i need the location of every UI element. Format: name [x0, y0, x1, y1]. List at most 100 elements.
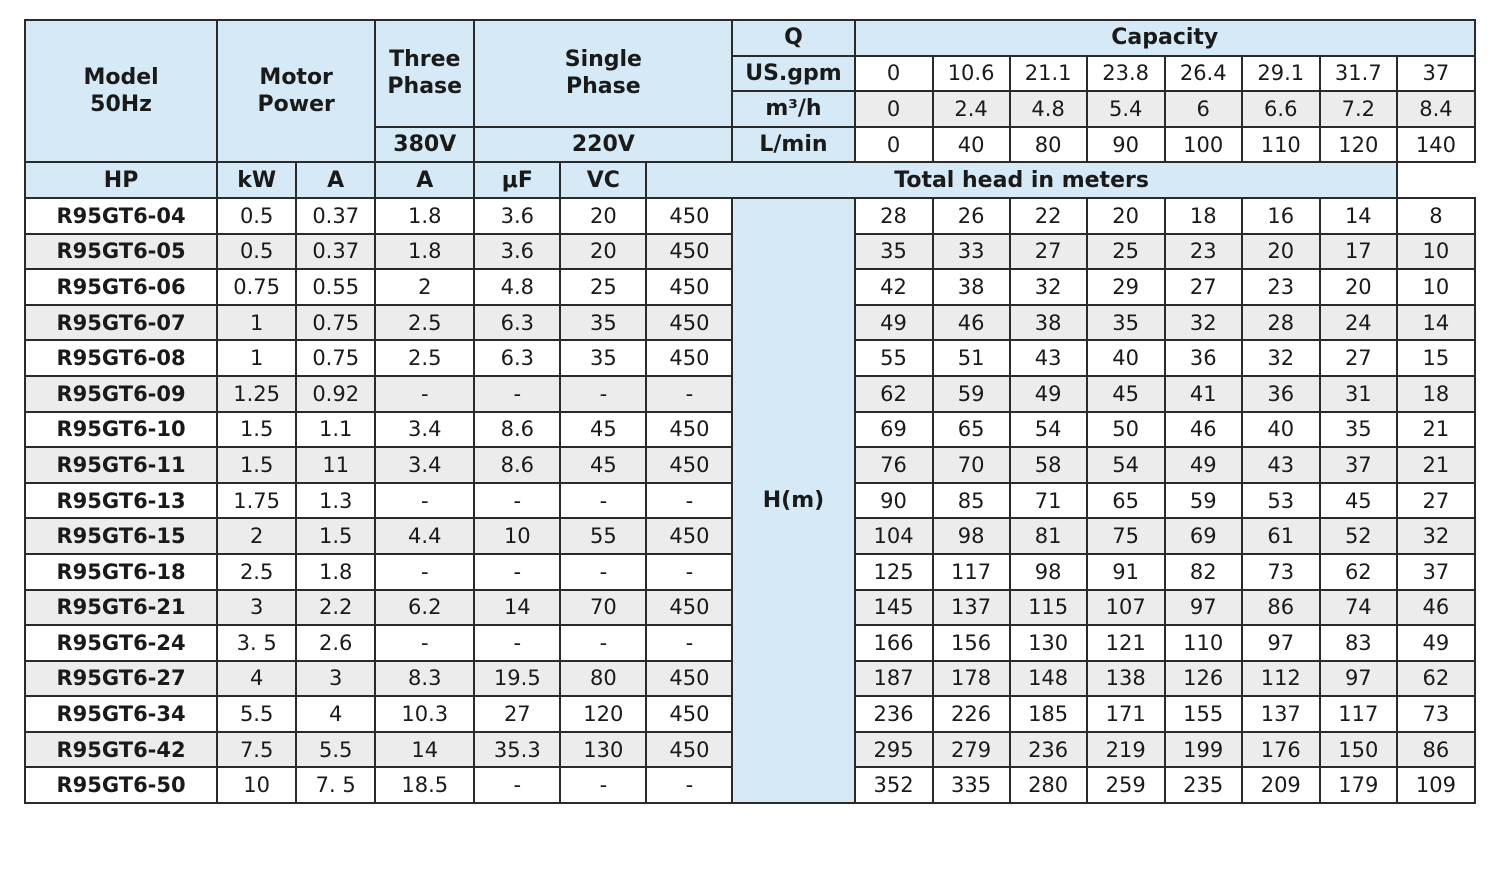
head-value-cell: 18: [1163, 196, 1243, 235]
head-value-cell: 236: [853, 695, 934, 733]
capacitance-cell: 20: [559, 232, 648, 271]
hp-cell: 1: [216, 339, 298, 377]
model-cell: R95GT6-09: [23, 374, 219, 413]
head-value-cell: 121: [1085, 624, 1166, 662]
three-phase-amps-cell: 14: [374, 730, 476, 769]
head-value-cell: 235: [1163, 766, 1243, 805]
head-value-cell: 16: [1240, 196, 1321, 235]
head-value-cell: 53: [1240, 481, 1321, 520]
model-cell: R95GT6-34: [23, 695, 219, 733]
head-value-cell: 62: [1395, 659, 1477, 698]
capacitor-voltage-cell: 450: [645, 517, 734, 555]
head-value-cell: 280: [1008, 766, 1088, 805]
single-phase-amps-cell: 4.8: [473, 268, 562, 306]
model-cell: R95GT6-11: [23, 446, 219, 484]
model-cell: R95GT6-05: [23, 232, 219, 271]
single-phase-amps-cell: 35.3: [473, 730, 562, 769]
three-phase-amps-cell: -: [374, 624, 476, 662]
head-value-cell: 37: [1318, 446, 1398, 484]
single-phase-amps-cell: 6.3: [473, 339, 562, 377]
head-value-cell: 25: [1085, 232, 1166, 271]
head-value-cell: 55: [853, 339, 934, 377]
hp-cell: 2: [216, 517, 298, 555]
single-phase-amps-cell: 10: [473, 517, 562, 555]
head-value-cell: 46: [931, 303, 1011, 342]
head-value-cell: 83: [1318, 624, 1398, 662]
kw-cell: 4: [295, 695, 377, 733]
single-phase-amps-cell: 19.5: [473, 659, 562, 698]
capacitor-voltage-cell: 450: [645, 303, 734, 342]
head-value-cell: 14: [1318, 196, 1398, 235]
head-value-cell: 73: [1240, 552, 1321, 591]
head-value-cell: 49: [1008, 374, 1088, 413]
head-value-cell: 20: [1240, 232, 1321, 271]
kw-cell: 7. 5: [295, 766, 377, 805]
table-row: R95GT6-07 1 0.75 2.5 6.3 35 450 49 46 38 35 32 28 24 1…: [23, 303, 1477, 342]
capacitor-voltage-cell: 450: [645, 588, 734, 627]
model-cell: R95GT6-08: [23, 339, 219, 377]
three-phase-amps-cell: 10.3: [374, 695, 476, 733]
three-phase-header: Three Phase: [374, 19, 476, 128]
kw-cell: 2.2: [295, 588, 377, 627]
capacitor-voltage-cell: -: [645, 624, 734, 662]
capacitor-voltage-cell: -: [645, 374, 734, 413]
head-value-cell: 58: [1008, 446, 1088, 484]
hp-cell: 0.5: [216, 232, 298, 271]
head-value-cell: 150: [1318, 730, 1398, 769]
head-value-cell: 97: [1318, 659, 1398, 698]
head-value-cell: 22: [1008, 196, 1088, 235]
capacitance-cell: 20: [559, 196, 648, 235]
head-value-cell: 107: [1085, 588, 1166, 627]
table-row: R95GT6-06 0.75 0.55 2 4.8 25 450 42 38 32 29 27 23 20…: [23, 268, 1477, 306]
flow-lmin-value: 0: [853, 125, 934, 164]
single-phase-amps-header: A: [374, 161, 476, 199]
head-value-cell: 38: [931, 268, 1011, 306]
head-value-cell: 125: [853, 552, 934, 591]
flow-lmin-value: 140: [1395, 125, 1477, 164]
head-value-cell: 46: [1395, 588, 1477, 627]
three-phase-amps-cell: -: [374, 374, 476, 413]
head-value-cell: 43: [1008, 339, 1088, 377]
head-value-cell: 75: [1085, 517, 1166, 555]
head-value-cell: 49: [853, 303, 934, 342]
head-value-cell: 71: [1008, 481, 1088, 520]
head-value-cell: 14: [1395, 303, 1477, 342]
kw-cell: 1.3: [295, 481, 377, 520]
head-value-cell: 38: [1008, 303, 1088, 342]
capacitance-cell: 130: [559, 730, 648, 769]
head-value-cell: 52: [1318, 517, 1398, 555]
head-value-cell: 29: [1085, 268, 1166, 306]
flow-us-gpm-value: 23.8: [1085, 54, 1166, 93]
head-value-cell: 219: [1085, 730, 1166, 769]
head-value-cell: 37: [1395, 552, 1477, 591]
head-value-cell: 54: [1085, 446, 1166, 484]
table-row: R95GT6-21 3 2.2 6.2 14 70 450 145 137 115 107 97 86 7…: [23, 588, 1477, 627]
flow-lmin-value: 110: [1240, 125, 1321, 164]
head-value-cell: 15: [1395, 339, 1477, 377]
head-value-cell: 45: [1085, 374, 1166, 413]
capacitor-voltage-cell: -: [645, 766, 734, 805]
head-value-cell: 81: [1008, 517, 1088, 555]
kw-cell: 0.37: [295, 232, 377, 271]
head-value-cell: 46: [1163, 410, 1243, 449]
table-row: R95GT6-04 0.5 0.37 1.8 3.6 20 450 H(m) 28 26 22 20 1…: [23, 196, 1477, 805]
head-value-cell: 43: [1240, 446, 1321, 484]
head-value-cell: 91: [1085, 552, 1166, 591]
head-value-cell: 226: [931, 695, 1011, 733]
single-phase-amps-cell: 27: [473, 695, 562, 733]
capacitance-cell: 120: [559, 695, 648, 733]
three-phase-amps-cell: 1.8: [374, 196, 476, 235]
hp-cell: 7.5: [216, 730, 298, 769]
head-value-cell: 28: [853, 196, 934, 235]
model-header: Model 50Hz: [23, 18, 219, 164]
head-value-cell: 59: [931, 374, 1011, 413]
model-cell: R95GT6-07: [23, 303, 219, 342]
head-value-cell: 8: [1395, 196, 1477, 235]
head-value-cell: 86: [1395, 730, 1477, 769]
hp-cell: 0.5: [216, 196, 298, 235]
kw-cell: 0.55: [295, 268, 377, 306]
head-value-cell: 42: [853, 268, 934, 306]
single-phase-amps-cell: 3.6: [473, 232, 562, 271]
three-phase-amps-cell: 6.2: [374, 588, 476, 627]
head-value-cell: 126: [1163, 659, 1243, 698]
